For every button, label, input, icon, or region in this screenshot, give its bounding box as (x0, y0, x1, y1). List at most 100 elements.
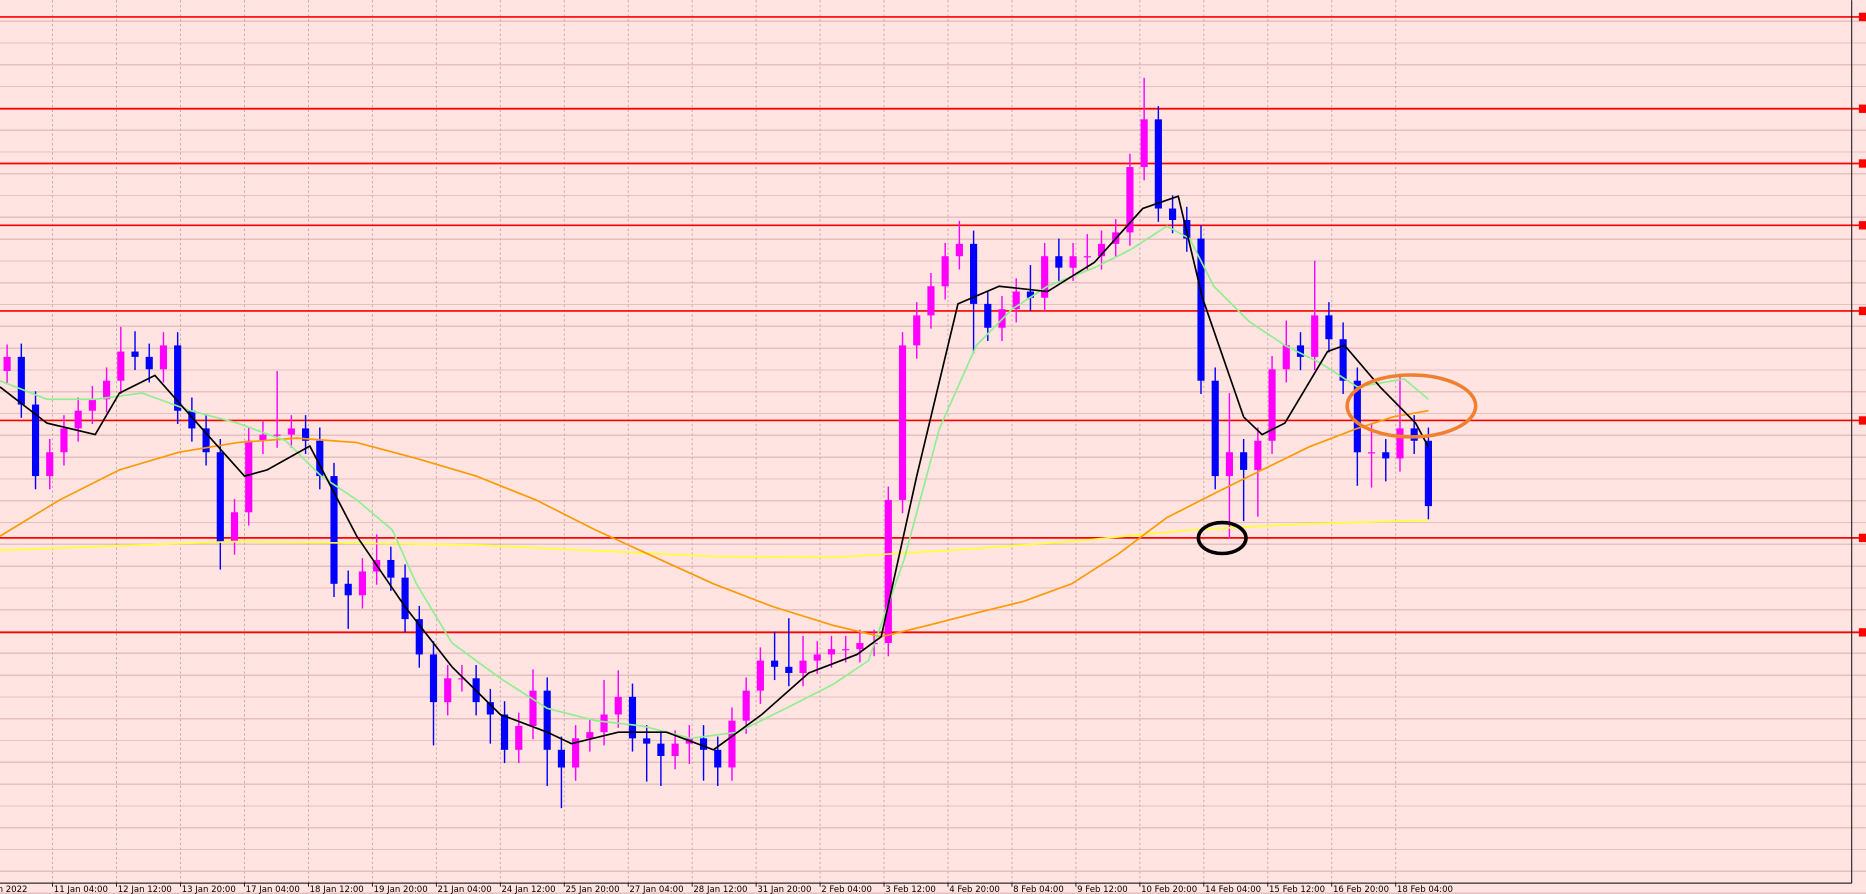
candle-body (529, 690, 537, 726)
candle-body (401, 577, 409, 620)
candle-body (330, 476, 338, 584)
candle-body (1325, 315, 1333, 340)
candle-body (486, 702, 494, 715)
candle-body (245, 440, 253, 513)
candle-body (1126, 167, 1134, 233)
x-tick-label: 24 Jan 12:00 (501, 885, 555, 894)
level-tag (1858, 221, 1866, 230)
candle-body (145, 356, 153, 370)
x-tick-label: 17 Jan 04:00 (246, 885, 300, 894)
x-tick-label: 11 Jan 04:00 (54, 885, 108, 894)
candle-body (572, 738, 580, 768)
candle-body (614, 696, 622, 715)
candle-body (955, 243, 963, 257)
candle-body (884, 499, 892, 643)
level-tag (1858, 416, 1866, 425)
candle-body (344, 583, 352, 596)
level-tag (1858, 306, 1866, 316)
candle-body (941, 256, 949, 287)
candle-body (842, 649, 850, 651)
candle-body (1140, 119, 1148, 168)
annotation-ellipse (1345, 373, 1478, 439)
candle-body (1055, 256, 1063, 268)
candle-body (1069, 256, 1077, 268)
candle-body (586, 732, 594, 739)
candle-body (17, 356, 25, 405)
candle-body (429, 654, 438, 703)
candle-body (273, 434, 281, 436)
candle-body (1311, 315, 1319, 357)
candle-body (1012, 291, 1020, 310)
candle-body (358, 571, 367, 596)
candle-body (543, 690, 551, 750)
candle-body (714, 749, 722, 768)
candle-body (856, 642, 864, 650)
level-tag (1858, 104, 1866, 113)
level-tag (1858, 159, 1866, 168)
candle-body (316, 440, 324, 477)
candle-body (557, 749, 565, 768)
candle-body (46, 452, 54, 477)
candle-body (103, 380, 111, 400)
candle-body (31, 404, 40, 477)
moving-average (0, 519, 1429, 559)
level-tag (1858, 628, 1866, 637)
candle-body (1367, 452, 1376, 454)
candle-body (1382, 452, 1390, 459)
candle-body (728, 720, 736, 768)
candle-body (74, 410, 82, 429)
candle-body (1296, 345, 1305, 357)
candle-body (1211, 380, 1219, 477)
candle-body (1083, 256, 1091, 258)
candle-body (1169, 208, 1177, 221)
candle-body (799, 660, 807, 673)
candle-body (984, 303, 992, 328)
candle-body (188, 410, 196, 429)
candle-body (628, 696, 637, 739)
time-axis: Jan 2022 11 Jan 04:00 12 Jan 12:00 13 Jan 2… (0, 883, 1453, 894)
candle-body (1240, 452, 1248, 470)
candle-body (1396, 428, 1404, 459)
candle-body (1268, 369, 1276, 441)
candle-body (970, 243, 978, 304)
candle-body (771, 660, 779, 667)
candle-body (756, 660, 764, 691)
x-tick-label: 28 Jan 12:00 (693, 885, 747, 894)
x-tick-label: 15 Feb 12:00 (1269, 885, 1325, 894)
x-tick-label: 16 Feb 20:00 (1333, 885, 1389, 894)
moving-average (0, 409, 1429, 638)
x-tick-label: 27 Jan 04:00 (629, 885, 683, 894)
candle-body (742, 690, 750, 721)
candle-body (1282, 345, 1290, 370)
x-tick-label: 8 Feb 04:00 (1013, 885, 1064, 894)
x-tick-label: 3 Feb 12:00 (885, 885, 936, 894)
x-tick-label: 21 Jan 04:00 (438, 885, 492, 894)
candle-body (1254, 440, 1262, 470)
candle-body (1225, 452, 1233, 477)
candle-body (230, 512, 239, 542)
x-tick-label: 19 Jan 20:00 (374, 885, 428, 894)
candle-body (699, 738, 708, 750)
x-tick-label: 18 Feb 04:00 (1397, 885, 1453, 894)
candle-body (827, 649, 836, 655)
candle-body (159, 345, 168, 370)
candle-body (1424, 440, 1432, 507)
x-tick-label: 25 Jan 20:00 (565, 885, 619, 894)
levels (0, 12, 1866, 637)
candle-body (1097, 243, 1106, 257)
candle-body (216, 452, 224, 542)
candle-body (813, 654, 821, 661)
x-tick-label: Jan 2022 (0, 885, 27, 894)
candle-body (415, 619, 423, 655)
candle-body (287, 428, 295, 435)
x-tick-label: 13 Jan 20:00 (182, 885, 236, 894)
candle-body (657, 743, 665, 756)
candle-body (500, 714, 509, 750)
moving-average (0, 225, 1429, 740)
candle-body (174, 345, 182, 411)
candle-body (898, 345, 907, 500)
candle-body (927, 286, 935, 316)
candle-body (785, 666, 793, 673)
candle-body (1041, 256, 1049, 298)
